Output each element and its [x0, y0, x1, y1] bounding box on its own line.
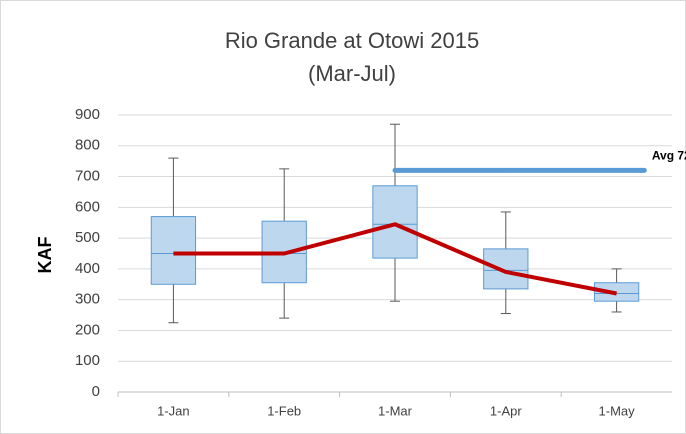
y-tick-label: 200: [75, 321, 100, 338]
x-tick-label: 1-Jan: [157, 403, 190, 418]
y-tick-label: 700: [75, 168, 100, 185]
y-tick-label: 300: [75, 291, 100, 308]
y-tick-label: 0: [92, 383, 100, 400]
box: [372, 185, 418, 259]
line-series: [173, 222, 617, 296]
y-tick-label: 100: [75, 352, 100, 369]
box: [483, 248, 529, 290]
chart-subtitle: (Mar-Jul): [308, 61, 396, 86]
y-tick-label: 500: [75, 229, 100, 246]
y-tick-label: 800: [75, 137, 100, 154]
average-label: Avg 720: [652, 149, 686, 163]
chart-title: Rio Grande at Otowi 2015: [225, 28, 479, 53]
box: [150, 216, 197, 285]
x-tick-label: 1-May: [599, 403, 636, 418]
x-tick-label: 1-Feb: [267, 403, 301, 418]
y-tick-label: 900: [75, 106, 100, 123]
y-tick-label: 600: [75, 198, 100, 215]
x-tick-label: 1-Apr: [490, 403, 522, 418]
y-axis-label: KAF: [35, 237, 55, 274]
x-tick-label: 1-Mar: [378, 403, 413, 418]
y-tick-label: 400: [75, 260, 100, 277]
